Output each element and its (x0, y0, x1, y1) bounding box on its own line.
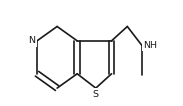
Text: NH: NH (143, 41, 157, 50)
Text: N: N (29, 36, 36, 45)
Text: S: S (93, 90, 99, 99)
